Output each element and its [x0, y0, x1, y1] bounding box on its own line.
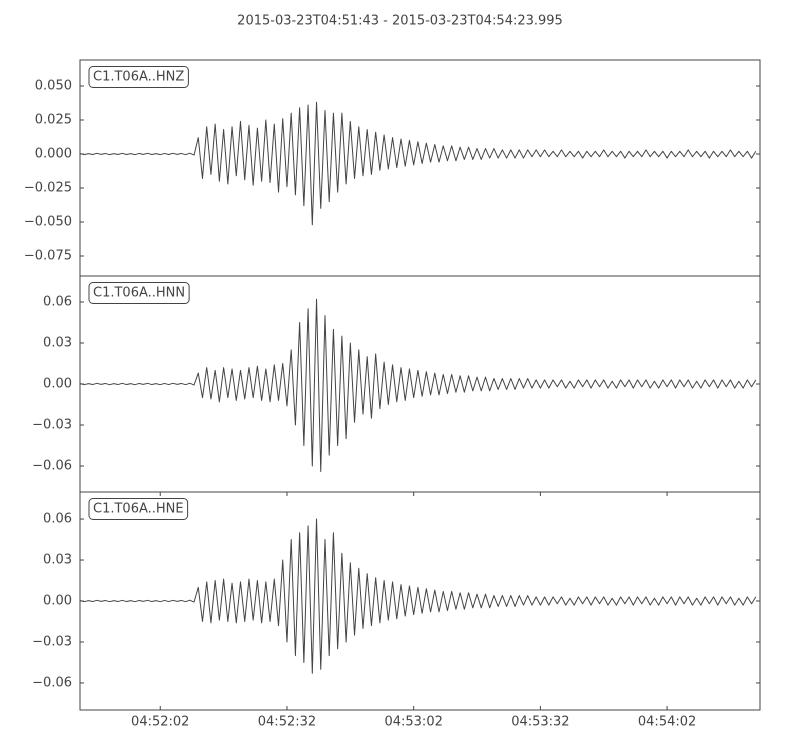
waveform: [80, 101, 757, 226]
y-tick-label: 0.03: [43, 553, 72, 568]
y-tick-label: 0.06: [43, 512, 72, 527]
trace-label-box: [88, 282, 190, 304]
y-tick-label: 0.00: [43, 377, 72, 392]
y-tick-label: 0.03: [43, 335, 72, 350]
y-tick-label: −0.06: [32, 459, 72, 474]
axes-frame: [79, 59, 761, 277]
waveform: [80, 298, 757, 472]
x-tick-label: 04:54:02: [638, 715, 696, 730]
y-tick-label: −0.06: [32, 675, 72, 690]
y-tick-label: −0.03: [32, 634, 72, 649]
trace-label: C1.T06A..HNN: [93, 286, 185, 301]
y-tick-label: 0.050: [35, 78, 72, 93]
axes-frame: [79, 491, 761, 711]
x-tick-label: 04:52:02: [131, 715, 189, 730]
y-tick-label: 0.06: [43, 294, 72, 309]
y-tick-label: 0.025: [35, 112, 72, 127]
x-tick-label: 04:53:32: [511, 715, 569, 730]
y-tick-label: −0.075: [24, 249, 72, 264]
y-tick-label: −0.025: [24, 180, 72, 195]
y-tick-label: 0.00: [43, 594, 72, 609]
trace-label-box: [88, 498, 189, 520]
trace-label-box: [88, 66, 189, 88]
trace-label: C1.T06A..HNZ: [93, 70, 184, 85]
x-tick-label: 04:52:32: [258, 715, 316, 730]
waveform: [80, 518, 757, 674]
y-tick-label: 0.000: [35, 146, 72, 161]
y-tick-label: −0.050: [24, 215, 72, 230]
figure-title: 2015-03-23T04:51:43 - 2015-03-23T04:54:2…: [237, 14, 563, 29]
y-tick-label: −0.03: [32, 418, 72, 433]
x-tick-label: 04:53:02: [384, 715, 442, 730]
trace-label: C1.T06A..HNE: [93, 502, 184, 517]
